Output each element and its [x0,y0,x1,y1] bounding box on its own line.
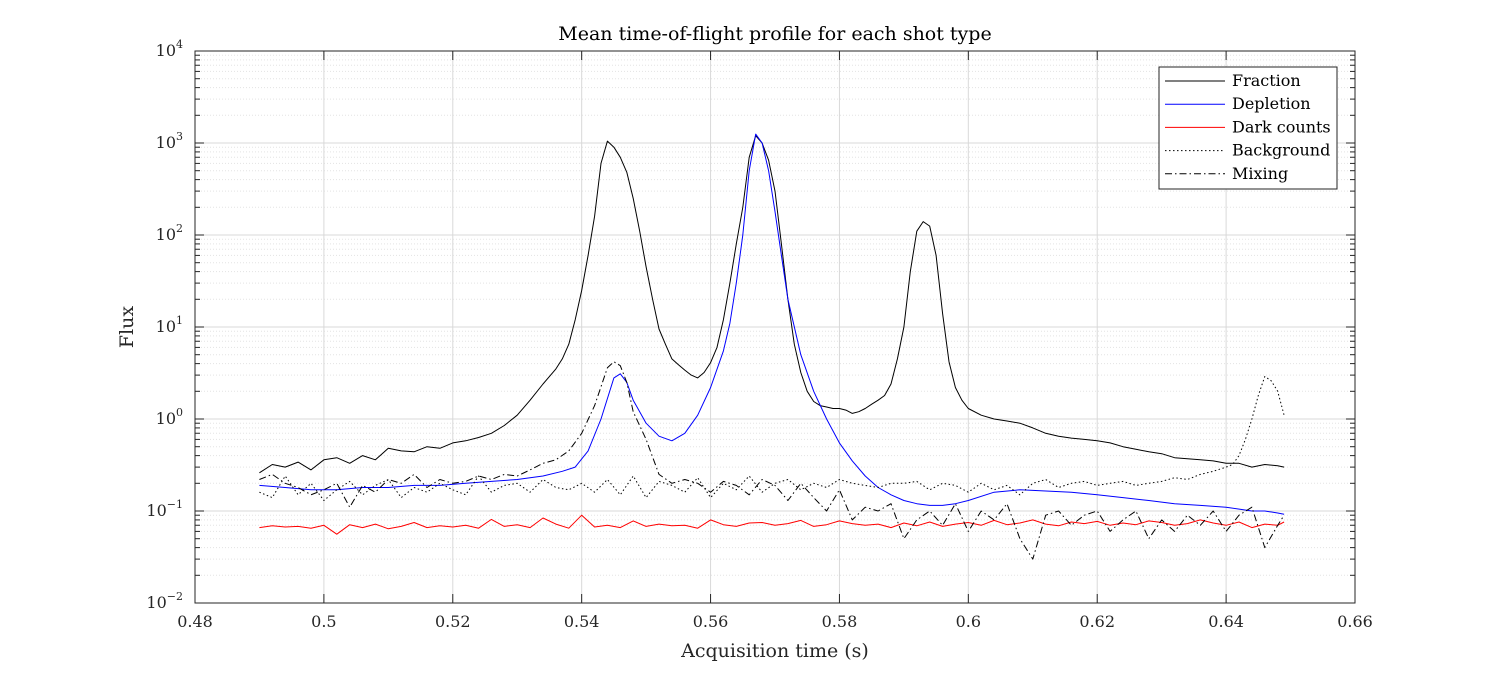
x-tick-label: 0.52 [435,612,471,631]
y-tick-label: 104 [156,38,183,60]
chart-title: Mean time-of-flight profile for each sho… [558,23,991,45]
ticks [194,50,1356,604]
y-tick-exponent: 1 [176,314,183,327]
legend-label: Mixing [1232,164,1288,183]
x-tick-label: 0.48 [177,612,213,631]
x-tick-label: 0.54 [564,612,600,631]
legend-label: Dark counts [1232,117,1331,136]
y-tick-base: 10 [156,225,176,244]
y-tick-label: 101 [156,314,183,336]
legend-label: Background [1232,141,1330,160]
y-tick-base: 10 [146,501,166,520]
y-tick-base: 10 [156,317,176,336]
y-tick-label: 10−2 [146,590,183,612]
y-tick-label: 10−1 [146,498,183,520]
series-line-background [259,376,1285,501]
x-tick-label: 0.62 [1079,612,1115,631]
y-tick-base: 10 [156,133,176,152]
x-tick-label: 0.6 [956,612,981,631]
y-tick-base: 10 [146,593,166,612]
y-tick-label: 100 [156,406,183,428]
plot-lines [259,133,1285,560]
legend-label: Fraction [1232,71,1301,90]
y-tick-exponent: −1 [167,498,183,511]
y-tick-exponent: 2 [176,222,183,235]
legend: Fraction Depletion Dark counts Background Mi… [1158,66,1338,190]
x-axis-label: Acquisition time (s) [680,640,869,662]
y-tick-exponent: 3 [176,130,183,143]
y-tick-label: 103 [156,130,183,152]
x-tick-label: 0.56 [693,612,729,631]
y-axis-label: Flux [116,306,138,348]
x-tick-label: 0.5 [311,612,336,631]
y-tick-base: 10 [156,409,176,428]
series-line-depletion [259,133,1285,515]
series-line-fraction [259,135,1285,474]
x-tick-labels: 0.48 0.5 0.52 0.54 0.56 0.58 0.6 0.62 0.64 0.66 [177,612,1373,631]
legend-label: Depletion [1232,94,1311,113]
y-tick-exponent: 4 [176,38,183,51]
y-tick-base: 10 [156,41,176,60]
legend-box [1158,66,1338,190]
x-tick-label: 0.58 [822,612,858,631]
y-tick-exponent: 0 [176,406,183,419]
y-tick-exponent: −2 [167,590,183,603]
y-tick-label: 102 [156,222,183,244]
x-tick-label: 0.66 [1337,612,1373,631]
series-line-mixing [259,361,1285,560]
x-tick-label: 0.64 [1208,612,1244,631]
